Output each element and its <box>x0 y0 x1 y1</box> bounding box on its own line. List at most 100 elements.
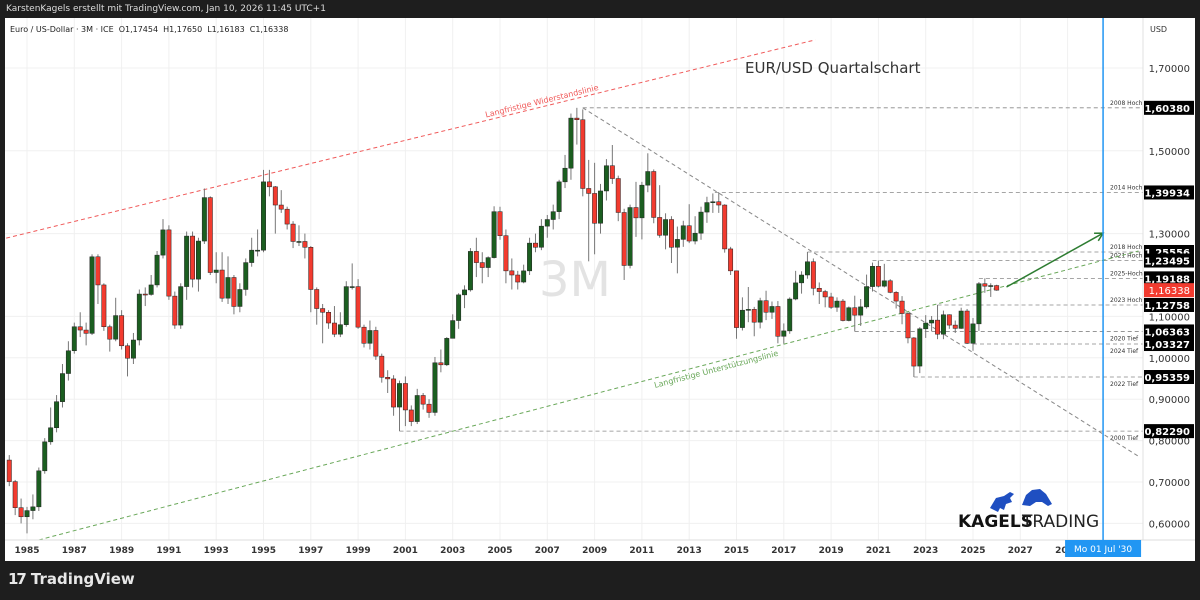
candle[interactable] <box>83 322 89 346</box>
candle[interactable] <box>574 107 580 145</box>
candle[interactable] <box>598 183 603 234</box>
candle[interactable] <box>923 315 929 338</box>
candle[interactable] <box>408 405 414 427</box>
candle[interactable] <box>207 196 213 275</box>
candle[interactable] <box>497 206 503 240</box>
candle[interactable] <box>367 320 373 350</box>
candle[interactable] <box>739 297 745 331</box>
candle[interactable] <box>722 204 728 253</box>
candle[interactable] <box>314 287 320 325</box>
candle[interactable] <box>580 109 586 197</box>
candle[interactable] <box>101 283 107 331</box>
candle[interactable] <box>822 289 828 308</box>
candle[interactable] <box>444 337 450 367</box>
candle[interactable] <box>781 323 787 344</box>
candle[interactable] <box>674 226 680 274</box>
candle[interactable] <box>166 225 172 300</box>
candle[interactable] <box>627 204 633 269</box>
candle[interactable] <box>284 206 290 230</box>
candle[interactable] <box>651 169 657 224</box>
candle[interactable] <box>775 301 781 344</box>
candle[interactable] <box>615 175 621 222</box>
candle[interactable] <box>982 278 988 293</box>
candle[interactable] <box>834 297 840 312</box>
candle[interactable] <box>136 289 142 346</box>
candle[interactable] <box>710 193 716 213</box>
candle[interactable] <box>308 246 314 313</box>
candle[interactable] <box>556 179 562 220</box>
candle[interactable] <box>988 283 994 297</box>
candle[interactable] <box>130 332 136 365</box>
candle[interactable] <box>870 262 875 292</box>
candle[interactable] <box>716 192 722 213</box>
candle[interactable] <box>875 260 881 288</box>
candle[interactable] <box>603 159 609 201</box>
candle[interactable] <box>858 299 864 326</box>
candle[interactable] <box>172 291 178 329</box>
candle[interactable] <box>799 271 804 294</box>
candle[interactable] <box>621 208 627 280</box>
candle[interactable] <box>249 237 255 267</box>
candle[interactable] <box>663 213 668 250</box>
candle[interactable] <box>355 279 361 329</box>
candle[interactable] <box>899 296 905 325</box>
candle[interactable] <box>893 291 899 309</box>
candle[interactable] <box>450 314 456 339</box>
candle[interactable] <box>113 297 119 342</box>
candle[interactable] <box>107 324 113 352</box>
candle[interactable] <box>639 181 645 240</box>
candle[interactable] <box>77 312 83 338</box>
candle[interactable] <box>432 356 438 416</box>
candle[interactable] <box>24 506 30 534</box>
candle[interactable] <box>402 376 408 427</box>
candle[interactable] <box>379 353 385 383</box>
candle[interactable] <box>18 498 24 524</box>
candle[interactable] <box>30 494 36 520</box>
candle[interactable] <box>255 229 261 257</box>
candle[interactable] <box>757 297 763 329</box>
candle[interactable] <box>805 251 810 279</box>
candle[interactable] <box>692 216 698 245</box>
tradingview-logo[interactable]: 17 TradingView <box>8 570 135 588</box>
candle[interactable] <box>178 283 184 329</box>
candle[interactable] <box>521 264 527 284</box>
candle[interactable] <box>219 252 225 302</box>
candle[interactable] <box>119 310 125 350</box>
candle[interactable] <box>958 307 964 329</box>
candle[interactable] <box>592 162 598 255</box>
candle[interactable] <box>337 312 343 338</box>
candle[interactable] <box>538 219 544 251</box>
candle[interactable] <box>533 233 538 253</box>
candle[interactable] <box>633 181 639 237</box>
candle[interactable] <box>373 326 379 360</box>
candle[interactable] <box>266 169 272 197</box>
candle[interactable] <box>12 479 18 516</box>
candle[interactable] <box>680 220 686 247</box>
candle[interactable] <box>414 388 420 425</box>
candle[interactable] <box>278 190 284 213</box>
candle[interactable] <box>467 248 473 292</box>
candle[interactable] <box>840 299 846 322</box>
candle[interactable] <box>349 263 355 290</box>
candle[interactable] <box>190 231 196 288</box>
candle[interactable] <box>296 225 302 247</box>
candle[interactable] <box>745 287 751 323</box>
candle[interactable] <box>491 206 497 259</box>
candle[interactable] <box>976 282 982 331</box>
candle[interactable] <box>332 306 337 338</box>
candle[interactable] <box>231 275 237 315</box>
candle[interactable] <box>42 438 48 474</box>
candle[interactable] <box>290 221 296 249</box>
candle[interactable] <box>302 233 308 259</box>
candle[interactable] <box>385 370 391 393</box>
candle[interactable] <box>970 318 976 351</box>
candle[interactable] <box>550 204 556 230</box>
candle[interactable] <box>734 270 739 339</box>
candle[interactable] <box>515 270 521 290</box>
candle[interactable] <box>361 324 367 348</box>
candle[interactable] <box>828 292 834 309</box>
candle[interactable] <box>994 284 1000 291</box>
candle[interactable] <box>816 282 822 304</box>
candle[interactable] <box>509 258 515 290</box>
